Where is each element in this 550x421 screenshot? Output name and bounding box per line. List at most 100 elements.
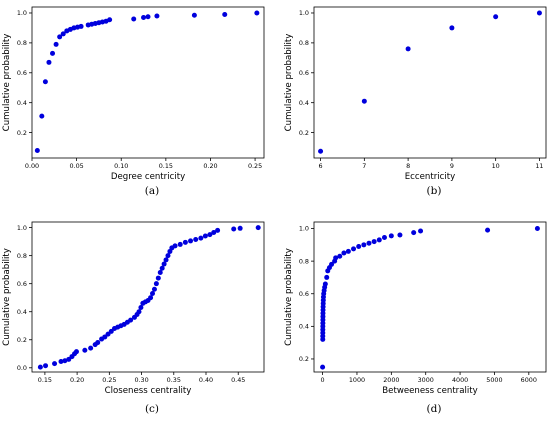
data-point <box>536 10 542 16</box>
data-point <box>141 14 147 20</box>
data-point <box>138 305 144 311</box>
y-tick-label: 0.8 <box>17 39 27 47</box>
data-point <box>193 237 199 243</box>
x-tick-label: 0.25 <box>248 162 262 170</box>
data-point <box>320 364 326 370</box>
data-point <box>324 274 330 280</box>
plot-frame <box>313 221 547 373</box>
x-tick-label: 11 <box>535 162 543 170</box>
panel-caption: (b) <box>427 185 442 197</box>
y-tick-label: 0.2 <box>17 336 27 344</box>
x-tick-label: 3000 <box>418 376 434 384</box>
data-point <box>237 225 243 231</box>
x-tick-label: 4000 <box>452 376 468 384</box>
data-point <box>82 347 88 353</box>
data-point <box>42 79 48 85</box>
data-point <box>153 281 159 287</box>
y-tick-label: 0.6 <box>17 280 27 288</box>
x-axis-label: Eccentricity <box>405 172 455 182</box>
x-tick-label: 7 <box>362 162 366 170</box>
x-tick-label: 0.35 <box>167 376 181 384</box>
data-point <box>202 233 208 239</box>
x-tick-label: 0.05 <box>69 162 83 170</box>
data-point <box>157 269 163 275</box>
y-tick-label: 1.0 <box>17 224 27 232</box>
data-point <box>43 363 49 369</box>
x-tick-label: 2000 <box>383 376 399 384</box>
data-point <box>159 265 165 271</box>
data-point <box>58 358 64 364</box>
data-point <box>231 226 237 232</box>
data-point <box>207 232 213 238</box>
x-tick-label: 0.00 <box>25 162 39 170</box>
data-point <box>136 309 142 315</box>
x-tick-label: 0.10 <box>114 162 128 170</box>
data-point <box>318 148 324 154</box>
data-point <box>131 16 137 22</box>
y-tick-label: 0.2 <box>299 355 309 363</box>
x-tick-label: 5000 <box>486 376 502 384</box>
data-point <box>46 59 52 65</box>
data-point <box>337 253 343 259</box>
chart-panel-2: 6 7 8 9 10 11 0.2 0.4 0.6 0.8 1.0 Eccentricity Cumul… <box>284 6 547 197</box>
data-point <box>222 11 228 17</box>
y-tick-label: 1.0 <box>299 9 309 17</box>
y-tick-label: 0.8 <box>17 252 27 260</box>
data-point <box>182 239 188 245</box>
y-tick-label: 0.4 <box>17 308 27 316</box>
data-point <box>128 317 134 323</box>
data-point <box>351 246 357 252</box>
data-point <box>102 334 108 340</box>
data-point <box>211 230 217 236</box>
data-point <box>154 13 160 19</box>
x-tick-label: 6000 <box>521 376 537 384</box>
data-point <box>485 227 491 233</box>
data-point <box>361 98 367 104</box>
data-point <box>37 364 43 370</box>
x-tick-label: 0.25 <box>102 376 116 384</box>
chart-panel-1: 0.00 0.05 0.10 0.15 0.20 0.25 0.2 0.4 0.6 0.8 1.0 D… <box>2 6 265 197</box>
x-tick-label: 1000 <box>349 376 365 384</box>
data-point <box>405 46 411 52</box>
data-point <box>356 243 362 249</box>
x-tick-label: 0.20 <box>203 162 217 170</box>
data-point <box>366 240 372 246</box>
x-tick-label: 0.15 <box>38 376 52 384</box>
data-point <box>62 358 68 364</box>
chart-panel-3: 0.15 0.20 0.25 0.30 0.35 0.40 0.45 0.0 0.2 0.4 0.6… <box>2 221 265 415</box>
data-point <box>345 248 351 254</box>
data-point <box>376 237 382 243</box>
data-point <box>411 230 417 236</box>
data-point <box>34 148 40 154</box>
y-tick-label: 0.2 <box>299 129 309 137</box>
data-point <box>449 25 455 31</box>
x-tick-label: 0.15 <box>159 162 173 170</box>
y-tick-label: 0.6 <box>299 69 309 77</box>
x-tick-label: 6 <box>319 162 323 170</box>
data-point <box>254 10 260 16</box>
panel-caption: (d) <box>427 403 442 415</box>
data-point <box>39 113 45 119</box>
y-tick-label: 0.4 <box>299 323 309 331</box>
data-point <box>108 328 114 334</box>
data-point <box>381 234 387 240</box>
x-axis-label: Betweeness centrality <box>382 386 477 396</box>
data-point <box>255 225 261 231</box>
data-point <box>150 290 156 296</box>
data-point <box>397 232 403 238</box>
y-tick-label: 0.2 <box>17 129 27 137</box>
data-point <box>148 295 154 301</box>
data-point <box>53 41 59 47</box>
data-point <box>163 257 169 263</box>
data-point <box>66 356 72 362</box>
data-point <box>361 242 367 248</box>
data-point <box>145 14 151 20</box>
y-tick-label: 1.0 <box>299 225 309 233</box>
data-point <box>198 235 204 241</box>
x-tick-label: 0.40 <box>199 376 213 384</box>
x-axis-label: Degree centricity <box>111 172 185 182</box>
data-point <box>493 14 499 20</box>
data-point <box>418 228 424 234</box>
y-axis-label: Cumulative probability <box>2 34 12 132</box>
